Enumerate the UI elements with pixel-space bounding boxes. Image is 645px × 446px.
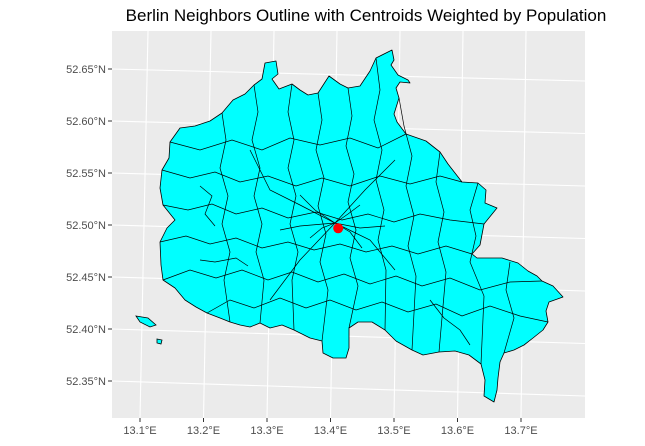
y-tick-label: 52.55°N: [66, 168, 106, 180]
x-tick-label: 13.3°E: [250, 425, 283, 437]
y-axis-tick-labels: 52.35°N 52.40°N 52.45°N 52.50°N 52.55°N 52.60…: [66, 64, 106, 388]
y-tick-label: 52.45°N: [66, 272, 106, 284]
y-tick-label: 52.60°N: [66, 116, 106, 128]
y-tick-label: 52.35°N: [66, 376, 106, 388]
island-tiny: [156, 338, 163, 345]
grid-line-lon: [139, 30, 149, 419]
grid-line-lat: [111, 68, 586, 82]
x-tick-label: 13.5°E: [377, 425, 410, 437]
y-tick-label: 52.65°N: [66, 64, 106, 76]
population-centroid-point: [333, 223, 344, 234]
chart-title: Berlin Neighbors Outline with Centroids …: [126, 6, 607, 25]
x-axis-tick-labels: 13.1°E 13.2°E 13.3°E 13.4°E 13.5°E 13.6°E 13.7…: [123, 425, 537, 437]
axis-ticks: [108, 68, 522, 422]
grid-line-lon: [520, 30, 527, 419]
y-tick-label: 52.40°N: [66, 324, 106, 336]
y-tick-label: 52.50°N: [66, 220, 106, 232]
island-south-west: [135, 315, 157, 328]
x-tick-label: 13.7°E: [504, 425, 537, 437]
x-tick-label: 13.2°E: [187, 425, 220, 437]
district-borders: [159, 57, 549, 365]
berlin-outline: [135, 49, 564, 403]
x-tick-label: 13.6°E: [441, 425, 474, 437]
x-tick-label: 13.1°E: [123, 425, 156, 437]
x-tick-label: 13.4°E: [314, 425, 347, 437]
grid-line-lat: [111, 380, 586, 397]
